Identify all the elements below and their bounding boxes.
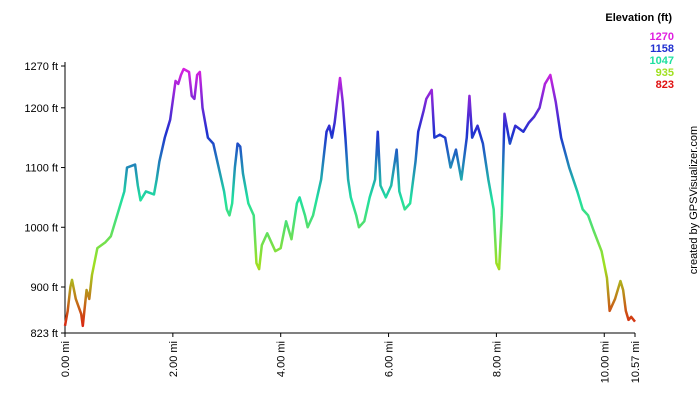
elevation-line [63,67,636,328]
x-tick-label: 10.57 mi [630,341,642,383]
credit: created by GPSVisualizer.com [688,126,700,274]
y-tick-label: 823 ft [30,328,58,340]
y-tick-label: 900 ft [30,282,58,294]
y-tick-label: 1000 ft [24,222,58,234]
x-tick-label: 6.00 mi [384,341,396,377]
legend-value: 1158 [650,43,674,55]
x-tick-label: 10.00 mi [599,341,611,383]
legend-title: Elevation (ft) [605,12,672,24]
x-tick-label: 8.00 mi [491,341,503,377]
legend-value: 935 [656,67,674,79]
x-tick-label: 2.00 mi [168,341,180,377]
x-tick-label: 4.00 mi [276,341,288,377]
x-tick-label: 0.00 mi [60,341,72,377]
y-tick-label: 1200 ft [24,103,58,115]
y-tick-label: 1270 ft [24,61,58,73]
legend-value: 1270 [650,31,674,43]
y-tick-label: 1100 ft [25,163,58,175]
legend-value: 823 [656,79,674,91]
legend-value: 1047 [650,55,674,67]
